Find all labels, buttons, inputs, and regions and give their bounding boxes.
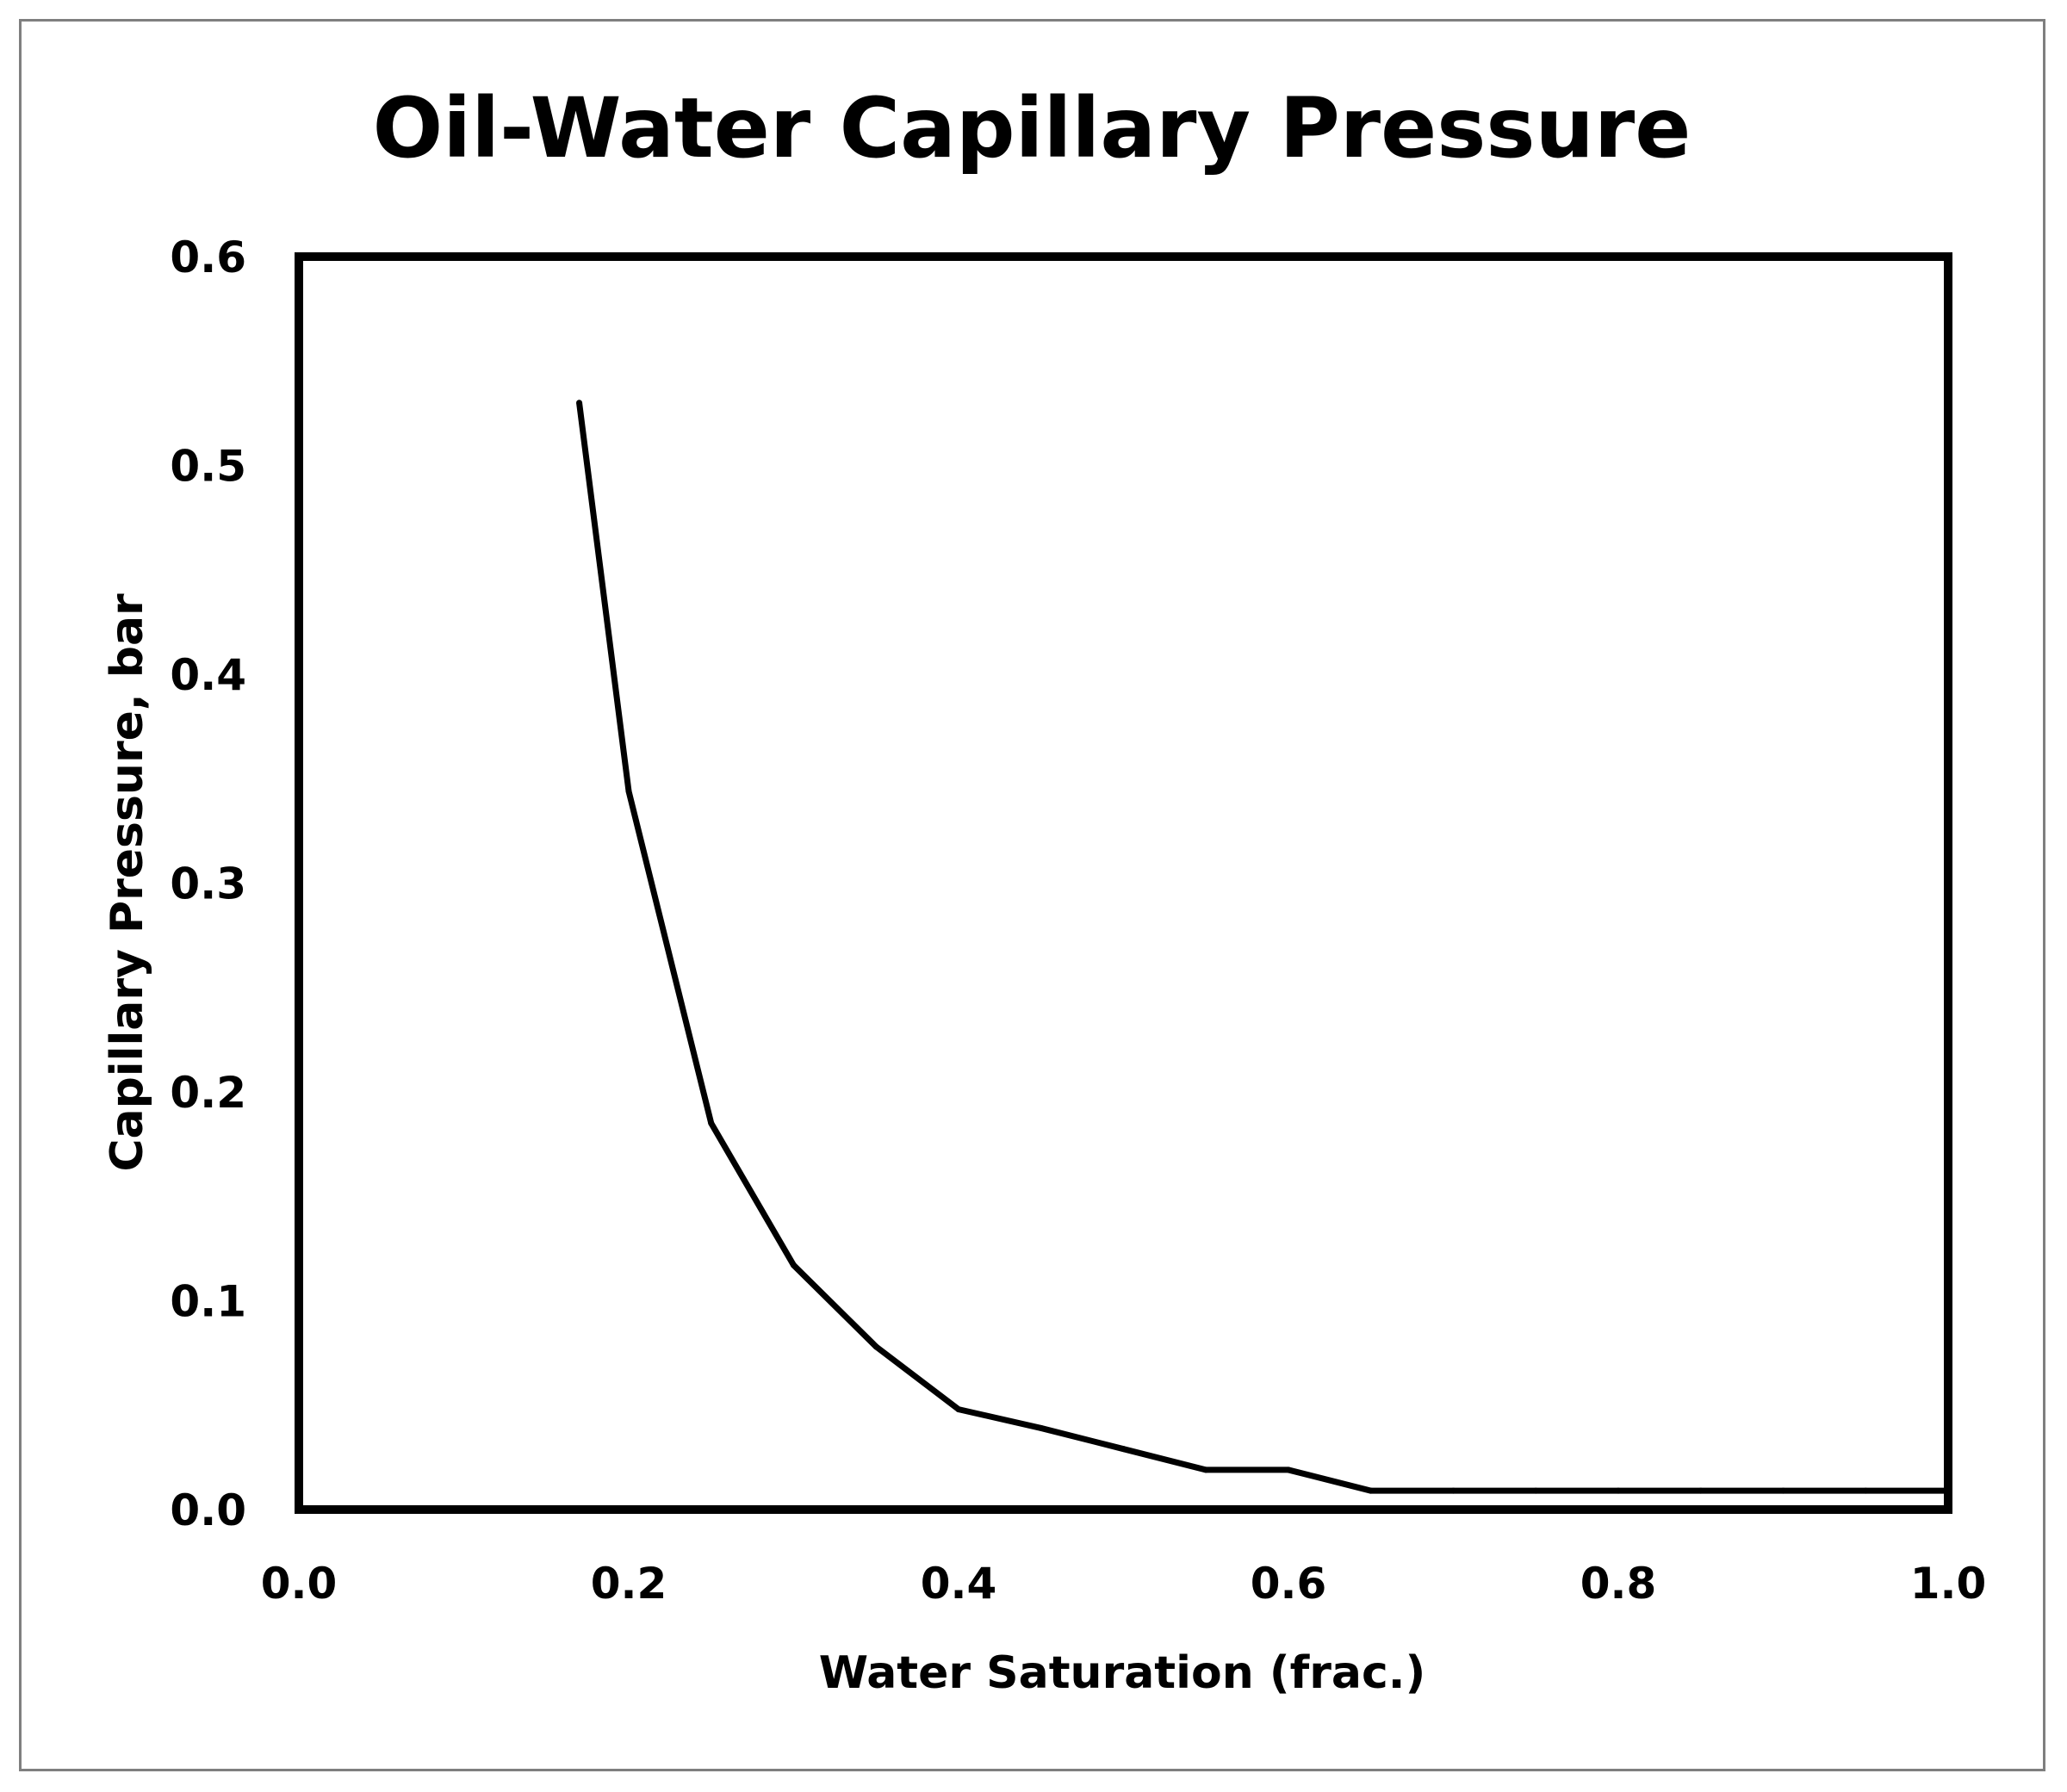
plot-area-border [295,252,1952,1514]
y-tick-label: 0.6 [170,233,246,282]
data-point [625,788,632,795]
x-tick-label: 0.0 [261,1559,338,1609]
data-point [1120,1446,1127,1453]
series-points [576,400,1952,1494]
data-point [1285,1466,1292,1473]
data-point [955,1406,962,1413]
x-axis-ticks: 0.0 0.2 0.4 0.6 0.8 1.0 [261,1559,1987,1609]
chart-title: Oil-Water Capillary Pressure [373,80,1691,177]
data-point [1615,1487,1622,1494]
data-point [791,1262,797,1268]
y-tick-label: 0.2 [170,1068,246,1118]
data-point [1698,1487,1704,1494]
x-axis-label: Water Saturation (frac.) [819,1647,1426,1699]
data-point [576,400,583,406]
y-tick-label: 0.5 [170,442,246,492]
data-point [1368,1487,1375,1494]
data-point [1945,1487,1952,1494]
data-point [1450,1487,1456,1494]
x-tick-label: 0.2 [591,1559,667,1609]
y-axis-ticks: 0.0 0.1 0.2 0.3 0.4 0.5 0.6 [170,233,246,1535]
data-point [1038,1424,1045,1431]
data-point [1202,1466,1209,1473]
data-point [872,1343,879,1350]
data-point [1780,1487,1786,1494]
y-tick-label: 0.0 [170,1485,246,1535]
y-tick-label: 0.1 [170,1277,246,1327]
series-line-capillary-pressure [576,402,1948,1494]
y-tick-label: 0.4 [170,650,246,700]
x-tick-label: 0.4 [921,1559,997,1609]
x-tick-label: 0.8 [1580,1559,1657,1609]
data-point [1862,1487,1869,1494]
data-point [708,1119,715,1126]
x-tick-label: 1.0 [1910,1559,1987,1609]
y-axis-label: Capillary Pressure, bar [102,593,153,1172]
y-tick-label: 0.3 [170,859,246,909]
chart-frame [19,19,2045,1771]
x-tick-label: 0.6 [1251,1559,1327,1609]
data-point [1532,1487,1539,1494]
